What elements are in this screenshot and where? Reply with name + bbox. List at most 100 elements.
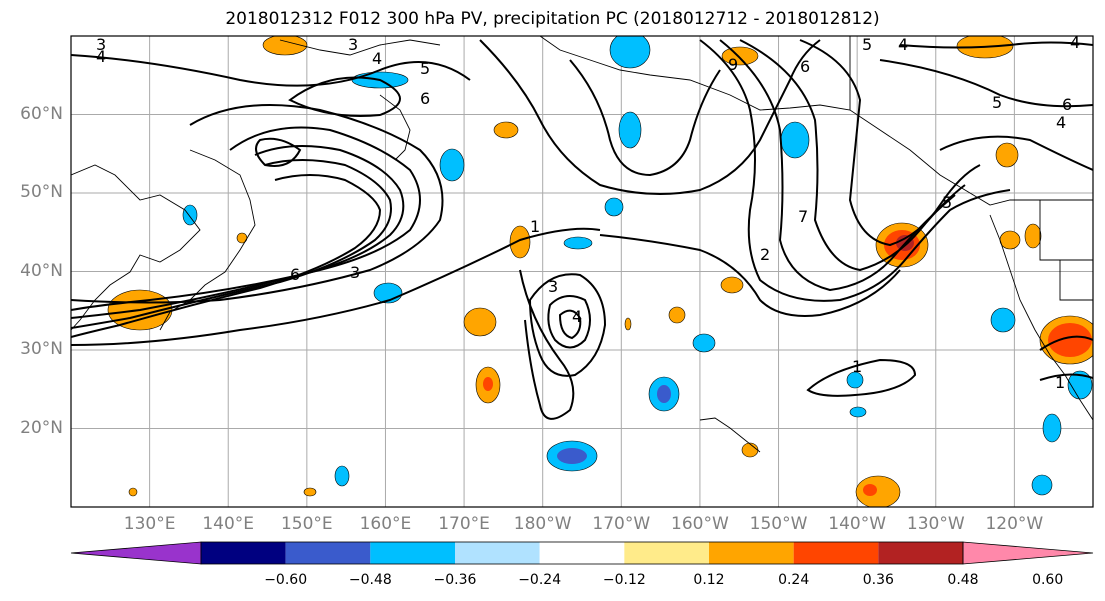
precip-blob: [563, 236, 593, 250]
contour-label: 4: [96, 47, 106, 66]
pv-contour: [699, 39, 1011, 302]
precip-blob: [780, 121, 810, 159]
pv-contour: [528, 273, 607, 377]
contour-label: 4: [898, 35, 908, 54]
coastlines: [71, 36, 1093, 453]
colorbar: [70, 541, 1094, 565]
contour-label: 1: [1055, 373, 1065, 392]
contour-label: 3: [96, 35, 106, 54]
colorbar-extend-high: [962, 541, 1094, 565]
contour-label: 3: [348, 35, 358, 54]
pv-contour: [879, 59, 1093, 108]
precip-blob: [439, 148, 465, 182]
colorbar-swatch: [878, 542, 963, 564]
lat-label-40n: 40°N: [20, 260, 63, 281]
contour-label: 4: [572, 307, 582, 326]
colorbar-tick: −0.60: [264, 572, 308, 588]
precip-blob: [128, 487, 138, 497]
contour-label: 6: [290, 265, 300, 284]
coastline: [1039, 200, 1093, 261]
contour-label: 3: [548, 277, 558, 296]
lon-label: 180°W: [513, 514, 572, 534]
precip-blob: [303, 487, 317, 497]
colorbar-swatch: [370, 542, 455, 564]
colorbar-tick: −0.12: [602, 572, 646, 588]
contour-label: 5: [942, 193, 952, 212]
lon-label: 140°E: [202, 514, 255, 534]
contour-label: 2: [760, 245, 770, 264]
lon-label: 120°W: [985, 514, 1044, 534]
lat-label-30n: 30°N: [20, 339, 63, 359]
precip-blob: [609, 36, 651, 69]
lon-label: 160°W: [671, 514, 729, 534]
precip-blob: [995, 142, 1019, 168]
precip-blob: [1024, 223, 1042, 249]
lat-label-50n: 50°N: [20, 182, 63, 202]
pv-contour: [255, 137, 302, 167]
precip-blob: [604, 197, 624, 217]
precip-blob: [999, 230, 1021, 250]
colorbar-frame: [200, 541, 964, 565]
lon-label: 130°W: [906, 514, 965, 534]
pv-contour: [806, 358, 917, 397]
precip-blob: [624, 317, 632, 331]
coastline: [989, 214, 1093, 421]
precip-blob: [509, 225, 531, 259]
lon-label: 150°E: [280, 514, 333, 534]
colorbar-tick: 0.12: [693, 572, 725, 588]
colorbar-tick: −0.36: [433, 572, 477, 588]
colorbar-tick: −0.48: [348, 572, 392, 588]
contour-label: 1: [530, 217, 540, 236]
chart-title: 2018012312 F012 300 hPa PV, precipitatio…: [225, 9, 880, 29]
contour-label: 4: [372, 49, 382, 68]
precip-blob: [1067, 370, 1093, 400]
pv-contour: [939, 135, 1093, 171]
precip-blob: [618, 111, 642, 149]
pv-contour: [71, 174, 382, 338]
precip-blob: [721, 46, 759, 66]
colorbar-swatch: [624, 542, 709, 564]
pv-contour: [799, 39, 981, 247]
pv-contour: [71, 227, 601, 346]
precip-blob: [557, 448, 587, 464]
pv-contour: [569, 59, 721, 177]
contour-label: 1: [852, 357, 862, 376]
lat-label-20n: 20°N: [20, 417, 63, 438]
colorbar-tick: 0.36: [862, 572, 894, 588]
contour-label: 5: [420, 59, 430, 78]
lon-label: 150°W: [749, 514, 808, 534]
contour-label: 6: [1062, 95, 1072, 114]
pv-contour: [899, 41, 1093, 49]
contour-label: 9: [728, 55, 738, 74]
colorbar-swatch: [709, 542, 794, 564]
pv-contour: [519, 269, 575, 420]
pv-contour: [1039, 335, 1093, 351]
precip-blob: [182, 204, 198, 226]
pv-contour: [558, 309, 582, 340]
coastline: [279, 39, 441, 56]
precip-blob: [1042, 413, 1062, 443]
colorbar-tick: 0.60: [1032, 572, 1064, 588]
precip-blob: [741, 442, 759, 458]
pv-contour: [739, 39, 966, 272]
precip-blob: [657, 385, 671, 403]
contour-label: 4: [1056, 113, 1066, 132]
coastline: [699, 417, 761, 453]
precip-blob: [855, 475, 901, 507]
lon-label: 160°E: [359, 514, 412, 534]
contour-label: 6: [420, 89, 430, 108]
precip-blob: [668, 306, 686, 324]
coastline: [71, 164, 201, 331]
pv-contour: [71, 54, 471, 87]
colorbar-swatch: [455, 542, 540, 564]
pv-contour: [71, 159, 392, 329]
pv-contour: [1039, 373, 1093, 381]
precip-blob: [1031, 474, 1053, 496]
lon-label: 140°W: [828, 514, 887, 534]
pv-contours: [71, 39, 1093, 420]
precip-blob: [990, 307, 1016, 333]
pv-contour: [547, 295, 591, 349]
pv-contour: [71, 145, 405, 319]
lat-label-60n: 60°N: [20, 103, 63, 124]
